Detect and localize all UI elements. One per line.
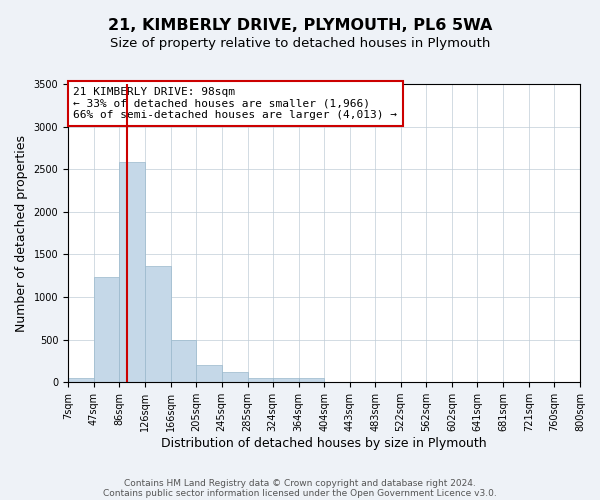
Text: Contains public sector information licensed under the Open Government Licence v3: Contains public sector information licen… [103, 488, 497, 498]
Text: 21, KIMBERLY DRIVE, PLYMOUTH, PL6 5WA: 21, KIMBERLY DRIVE, PLYMOUTH, PL6 5WA [108, 18, 492, 32]
Text: Contains HM Land Registry data © Crown copyright and database right 2024.: Contains HM Land Registry data © Crown c… [124, 478, 476, 488]
Bar [272, 378, 299, 382]
Bar [221, 372, 248, 382]
Bar [196, 365, 221, 382]
Bar [248, 378, 272, 382]
Text: Size of property relative to detached houses in Plymouth: Size of property relative to detached ho… [110, 38, 490, 51]
Bar [68, 378, 94, 382]
Bar [119, 162, 145, 382]
Bar [299, 378, 325, 382]
Y-axis label: Number of detached properties: Number of detached properties [15, 134, 28, 332]
Text: 21 KIMBERLY DRIVE: 98sqm
← 33% of detached houses are smaller (1,966)
66% of sem: 21 KIMBERLY DRIVE: 98sqm ← 33% of detach… [73, 87, 397, 120]
X-axis label: Distribution of detached houses by size in Plymouth: Distribution of detached houses by size … [161, 437, 487, 450]
Bar [145, 266, 170, 382]
Bar [170, 340, 196, 382]
Bar [94, 278, 119, 382]
